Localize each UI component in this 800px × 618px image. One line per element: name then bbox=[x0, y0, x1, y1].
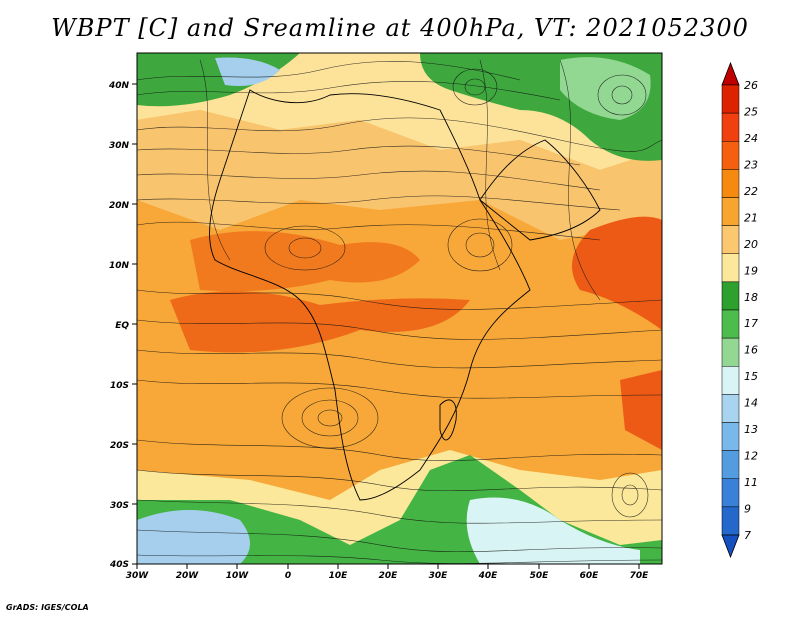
lon-label: 50E bbox=[530, 571, 550, 581]
lat-label: EQ bbox=[115, 321, 129, 331]
lon-label: 70E bbox=[630, 571, 650, 581]
lat-label: 30S bbox=[110, 501, 129, 511]
lon-label: 30W bbox=[126, 571, 150, 581]
field-15-south bbox=[466, 497, 640, 564]
colorbar-swatch bbox=[721, 422, 740, 451]
colorbar-swatch bbox=[721, 478, 740, 508]
colorbar-swatch bbox=[721, 197, 740, 226]
map-panel bbox=[137, 53, 662, 564]
colorbar-label: 20 bbox=[744, 238, 758, 251]
colorbar-swatch bbox=[721, 394, 740, 423]
colorbar-swatch bbox=[721, 506, 740, 536]
colorbar-swatch bbox=[721, 309, 740, 339]
credit-text: GrADS: IGES/COLA bbox=[6, 603, 89, 612]
field-22-west bbox=[190, 231, 420, 292]
lat-label: 20N bbox=[109, 201, 130, 211]
lat-label: 40N bbox=[108, 81, 130, 91]
colorbar-swatch bbox=[721, 225, 740, 254]
colorbar-swatch bbox=[721, 84, 740, 114]
colorbar-swatch bbox=[721, 281, 740, 311]
colorbar-arrow-top bbox=[721, 61, 740, 86]
colorbar-label: 24 bbox=[744, 132, 758, 145]
vortices bbox=[264, 68, 649, 518]
colorbar-arrow-bottom bbox=[721, 534, 740, 559]
colorbar-label: 21 bbox=[744, 211, 758, 224]
lat-axis: 40N 30N 20N 10N EQ 10S 20S 30S 40S bbox=[108, 81, 137, 570]
coastlines bbox=[209, 89, 601, 501]
lat-label: 30N bbox=[109, 141, 130, 151]
lon-label: 30E bbox=[429, 571, 449, 581]
colorbar-label: 16 bbox=[744, 344, 758, 357]
colorbar-label: 23 bbox=[744, 158, 758, 171]
map-frame bbox=[136, 52, 663, 565]
colorbar-swatch bbox=[721, 112, 740, 142]
colorbar-label: 15 bbox=[744, 370, 758, 383]
field-23-southeast bbox=[620, 370, 662, 450]
lat-label: 40S bbox=[109, 560, 129, 570]
colorbar-swatch bbox=[721, 141, 740, 170]
lon-label: 10W bbox=[226, 571, 250, 581]
lat-label: 10S bbox=[110, 381, 129, 391]
field-16-northeast bbox=[560, 57, 651, 120]
colorbar-swatch bbox=[721, 337, 740, 367]
colorbar-label: 25 bbox=[744, 105, 758, 118]
colorbar-label: 14 bbox=[744, 397, 758, 410]
colorbar-label: 13 bbox=[744, 423, 758, 436]
colorbar-swatch bbox=[721, 450, 740, 479]
colorbar-label: 12 bbox=[744, 450, 758, 463]
colorbar-label: 7 bbox=[744, 529, 751, 542]
colorbar-label: 22 bbox=[744, 185, 758, 198]
colorbar-label: 18 bbox=[744, 291, 758, 304]
lat-label: 20S bbox=[110, 441, 129, 451]
colorbar-label: 17 bbox=[744, 317, 758, 330]
lon-label: 60E bbox=[580, 571, 600, 581]
colorbar-swatch bbox=[721, 253, 740, 283]
field-13-northwest bbox=[215, 57, 280, 86]
colorbar-label: 11 bbox=[744, 476, 758, 489]
colorbar-label: 9 bbox=[744, 503, 751, 516]
field-23-equator bbox=[170, 291, 470, 353]
lon-label: 20W bbox=[176, 571, 200, 581]
field-23-east bbox=[572, 216, 662, 330]
colorbar-label: 19 bbox=[744, 264, 758, 277]
colorbar-swatch bbox=[721, 366, 740, 395]
lon-label: 0 bbox=[285, 571, 291, 581]
colorbar-label: 26 bbox=[744, 79, 758, 92]
colorbar-swatch bbox=[721, 169, 740, 198]
lon-label: 20E bbox=[379, 571, 399, 581]
field-20-band bbox=[137, 110, 662, 240]
field-13-southwest bbox=[137, 510, 250, 564]
colorbar: 26 25 24 23 22 21 20 19 18 17 16 15 14 13 12 11 9 7 bbox=[721, 61, 758, 559]
lon-axis: 30W 20W 10W 0 10E 20E 30E 40E 50E 60E 70… bbox=[126, 564, 649, 581]
lon-label: 10E bbox=[329, 571, 349, 581]
chart-title: WBPT [C] and Sreamline at 400hPa, VT: 20… bbox=[51, 14, 749, 42]
streamlines bbox=[137, 59, 662, 564]
lon-label: 40E bbox=[478, 571, 499, 581]
lat-label: 10N bbox=[109, 261, 130, 271]
